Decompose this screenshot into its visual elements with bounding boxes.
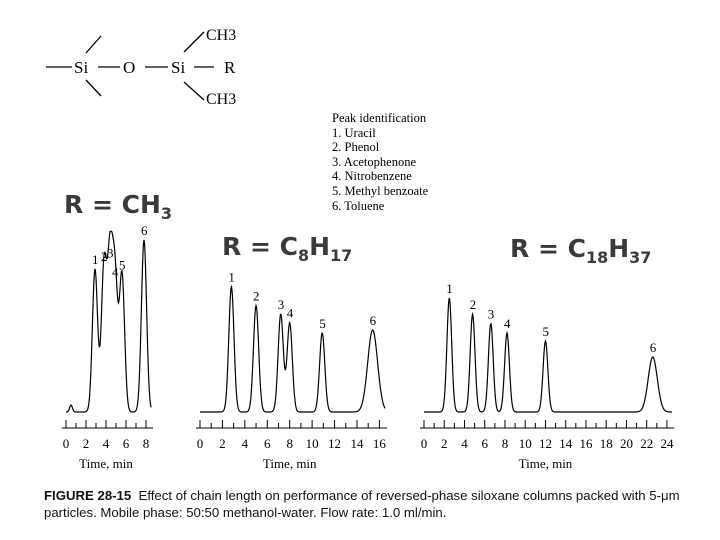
x-axis-label: Time, min	[519, 456, 573, 471]
peak-label: 5	[319, 316, 326, 331]
group-ch3-bottom: CH3	[206, 91, 236, 108]
label-r-ch3: R = CH3	[64, 190, 173, 223]
tick-label: 16	[579, 436, 593, 451]
peak-id-item: 5. Methyl benzoate	[332, 183, 429, 198]
label-r-c18h37: R = C18H37	[510, 234, 652, 267]
tick-label: 0	[421, 436, 428, 451]
atom-si-1: Si	[74, 58, 88, 77]
peak-label: 1	[92, 252, 99, 267]
peak-id-item: 4. Nitrobenzene	[332, 169, 412, 184]
peak-id-item: 2. Phenol	[332, 140, 380, 155]
peak-label: 6	[650, 340, 657, 355]
peak-label: 2	[101, 249, 108, 264]
peak-label: 1	[446, 281, 453, 296]
group-r: R	[224, 58, 236, 77]
tick-label: 10	[519, 436, 532, 451]
tick-label: 16	[373, 436, 387, 451]
x-axis-label: Time, min	[263, 456, 317, 471]
peak-identification: Peak identification 1. Uracil 2. Phenol …	[332, 111, 428, 213]
peak-label: 6	[370, 313, 377, 328]
bond-si1-down	[85, 79, 102, 97]
chromatogram-trace	[424, 297, 672, 413]
peak-label: 4	[112, 264, 119, 279]
tick-label: 18	[600, 436, 613, 451]
siloxane-structure: Si O Si CH3 R CH3	[46, 27, 236, 108]
peak-label: 4	[287, 306, 294, 321]
peak-label: 5	[119, 257, 126, 272]
tick-label: 4	[461, 436, 468, 451]
bond-si2-down	[183, 81, 205, 101]
chromatogram-trace	[66, 230, 152, 413]
tick-label: 6	[481, 436, 488, 451]
tick-label: 8	[502, 436, 509, 451]
peak-label: 5	[542, 324, 549, 339]
tick-label: 2	[441, 436, 448, 451]
peak-label: 2	[253, 288, 260, 303]
tick-label: 0	[197, 436, 204, 451]
tick-label: 8	[143, 436, 150, 451]
tick-label: 14	[350, 436, 364, 451]
tick-label: 4	[103, 436, 110, 451]
peak-label: 6	[141, 223, 148, 238]
label-r-c8h17: R = C8H17	[222, 232, 353, 265]
tick-label: 20	[620, 436, 633, 451]
peak-label: 1	[228, 270, 235, 285]
atom-si-2: Si	[171, 58, 185, 77]
caption-text: Effect of chain length on performance of…	[44, 488, 680, 520]
peak-label: 2	[470, 297, 477, 312]
tick-label: 10	[306, 436, 319, 451]
tick-label: 2	[219, 436, 226, 451]
peak-label: 3	[107, 245, 114, 260]
tick-label: 14	[559, 436, 573, 451]
tick-label: 22	[640, 436, 653, 451]
peak-id-item: 1. Uracil	[332, 125, 376, 140]
group-ch3-top: CH3	[206, 27, 236, 44]
figure-caption: FIGURE 28-15 Effect of chain length on p…	[44, 487, 704, 521]
tick-label: 2	[83, 436, 90, 451]
peak-label: 4	[504, 316, 511, 331]
atom-o: O	[123, 58, 135, 77]
chromatogram-trace	[200, 284, 386, 413]
peak-id-item: 3. Acetophenone	[332, 154, 417, 169]
tick-label: 4	[242, 436, 249, 451]
bond-si2-up	[183, 31, 205, 53]
tick-label: 8	[286, 436, 293, 451]
peak-label: 3	[278, 297, 285, 312]
tick-label: 6	[264, 436, 271, 451]
tick-label: 24	[660, 436, 674, 451]
peak-id-title: Peak identification	[332, 111, 427, 125]
tick-label: 12	[539, 436, 552, 451]
peak-label: 3	[488, 307, 495, 322]
bond-si1-up	[85, 35, 102, 54]
peak-id-item: 6. Toluene	[332, 198, 385, 213]
tick-label: 12	[328, 436, 341, 451]
tick-label: 6	[123, 436, 130, 451]
tick-label: 0	[63, 436, 70, 451]
caption-figure-number: FIGURE 28-15	[44, 488, 132, 503]
x-axis-label: Time, min	[79, 456, 133, 471]
